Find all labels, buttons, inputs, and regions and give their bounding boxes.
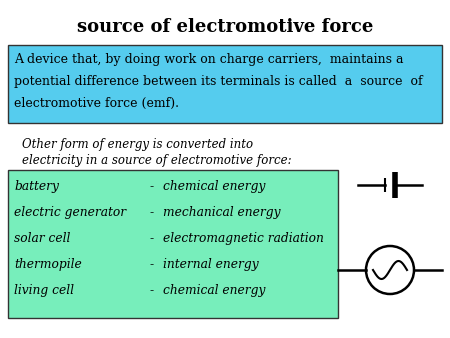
Text: -: - — [150, 284, 154, 297]
Bar — [8, 170, 338, 318]
Text: internal energy: internal energy — [163, 258, 259, 271]
Bar — [8, 45, 442, 123]
Text: electromotive force (emf).: electromotive force (emf). — [14, 97, 179, 110]
Text: mechanical energy: mechanical energy — [163, 206, 280, 219]
Text: living cell: living cell — [14, 284, 74, 297]
Text: A device that, by doing work on charge carriers,  maintains a: A device that, by doing work on charge c… — [14, 53, 404, 66]
Text: -: - — [150, 232, 154, 245]
Text: Other form of energy is converted into: Other form of energy is converted into — [22, 138, 253, 151]
Text: electromagnetic radiation: electromagnetic radiation — [163, 232, 324, 245]
Text: chemical energy: chemical energy — [163, 284, 266, 297]
Text: -: - — [150, 180, 154, 193]
Text: chemical energy: chemical energy — [163, 180, 266, 193]
Text: electricity in a source of electromotive force:: electricity in a source of electromotive… — [22, 154, 292, 167]
Text: solar cell: solar cell — [14, 232, 70, 245]
Text: -: - — [150, 206, 154, 219]
Text: source of electromotive force: source of electromotive force — [77, 18, 373, 36]
Text: thermopile: thermopile — [14, 258, 82, 271]
Text: potential difference between its terminals is called  a  source  of: potential difference between its termina… — [14, 75, 423, 88]
Text: electric generator: electric generator — [14, 206, 126, 219]
Text: battery: battery — [14, 180, 59, 193]
Text: -: - — [150, 258, 154, 271]
